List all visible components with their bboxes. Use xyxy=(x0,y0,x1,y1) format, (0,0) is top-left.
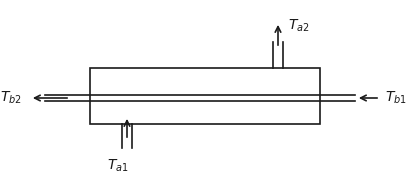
Text: $T_{b2}$: $T_{b2}$ xyxy=(0,90,22,106)
Text: $T_{a1}$: $T_{a1}$ xyxy=(107,158,129,174)
Bar xyxy=(90,68,320,124)
Text: $T_{a2}$: $T_{a2}$ xyxy=(288,18,310,34)
Text: $T_{b1}$: $T_{b1}$ xyxy=(385,90,407,106)
